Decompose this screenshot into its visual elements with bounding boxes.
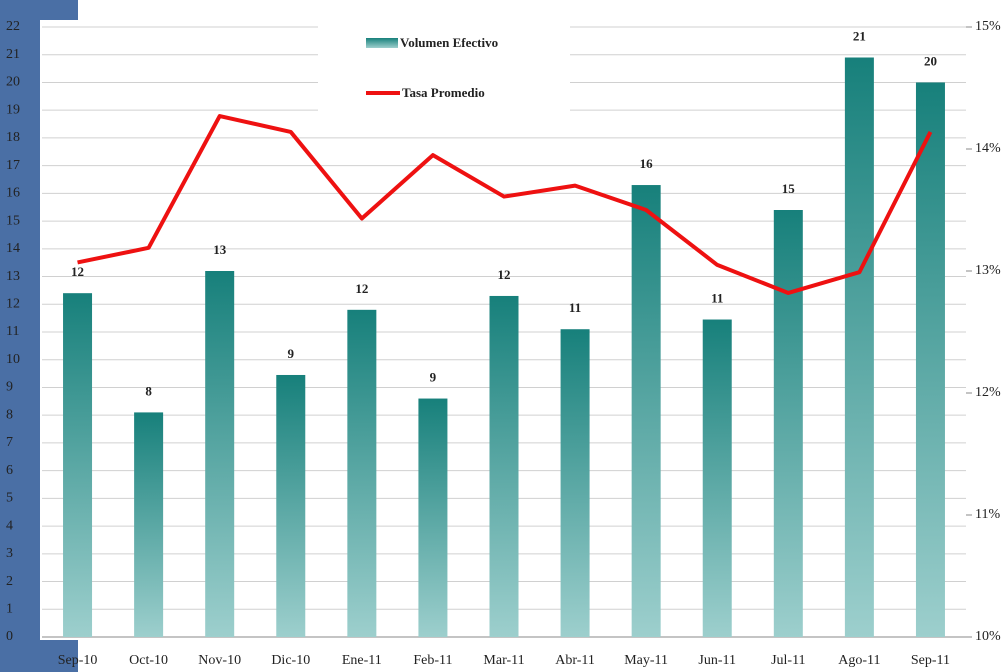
y-tick-label: 3 (6, 546, 13, 561)
y-tick-label: 20 (6, 75, 20, 90)
line (77, 114, 933, 295)
y-tick-label: 14 (6, 241, 20, 256)
y-tick-label: 16 (6, 186, 20, 201)
bar (63, 293, 93, 637)
y-tick-label: 13 (6, 269, 20, 284)
x-tick-label: Dic-10 (271, 653, 310, 668)
bar (844, 57, 874, 637)
value-label: 11 (711, 291, 723, 306)
y-tick-label: 12 (6, 296, 20, 311)
y-tick-label: 8 (6, 407, 13, 422)
value-label: 20 (924, 53, 937, 68)
bar (702, 319, 732, 637)
y2-tick-label: 10% (975, 629, 1001, 644)
x-tick-label: Ago-11 (838, 653, 880, 668)
x-tick-label: Feb-11 (413, 653, 452, 668)
value-label: 16 (640, 156, 654, 171)
y-tick-label: 0 (6, 629, 13, 644)
x-tick-label: Abr-11 (555, 653, 595, 668)
x-tick-label: Sep-10 (58, 653, 98, 668)
x-tick-label: Sep-11 (911, 653, 950, 668)
x-tick-label: Jul-11 (771, 653, 805, 668)
y-tick-label: 7 (6, 435, 13, 450)
y2-tick-label: 15% (975, 19, 1001, 34)
y-tick-label: 18 (6, 130, 20, 145)
y2-tick-label: 12% (975, 385, 1001, 400)
y-tick-label: 10 (6, 352, 20, 367)
value-label: 11 (569, 300, 581, 315)
y-tick-label: 6 (6, 463, 13, 478)
y-tick-label: 22 (6, 19, 20, 34)
y2-tick-label: 11% (975, 507, 1000, 522)
value-label: 12 (71, 264, 84, 279)
legend-label: Volumen Efectivo (400, 35, 498, 50)
side-band-top (0, 0, 78, 20)
bar (631, 185, 661, 637)
legend-box (318, 18, 570, 122)
value-label: 12 (498, 267, 511, 282)
x-tick-label: May-11 (624, 653, 668, 668)
value-label: 15 (782, 181, 796, 196)
x-tick-label: Nov-10 (198, 653, 241, 668)
y-tick-label: 4 (6, 518, 13, 533)
y-tick-label: 19 (6, 102, 20, 117)
value-label: 9 (288, 346, 295, 361)
y-tick-label: 2 (6, 574, 13, 589)
y-tick-label: 15 (6, 213, 20, 228)
bar (347, 309, 377, 637)
y-tick-label: 9 (6, 380, 13, 395)
value-label: 12 (355, 281, 368, 296)
y2-tick-label: 14% (975, 141, 1001, 156)
x-tick-label: Oct-10 (129, 653, 168, 668)
bar (489, 295, 519, 637)
side-band (0, 0, 40, 672)
bar (915, 82, 945, 638)
y-tick-label: 1 (6, 601, 13, 616)
y-tick-label: 5 (6, 491, 13, 506)
value-label: 13 (213, 242, 227, 257)
y2-tick-label: 13% (975, 263, 1001, 278)
side-band-bottom (0, 640, 78, 672)
bar (134, 412, 164, 637)
legend-label: Tasa Promedio (402, 85, 485, 100)
value-label: 9 (430, 370, 437, 385)
bar (276, 374, 306, 637)
y-tick-label: 11 (6, 324, 19, 339)
bar (773, 210, 803, 637)
x-tick-label: Jun-11 (698, 653, 736, 668)
bar (205, 271, 235, 637)
bar (418, 398, 448, 637)
x-tick-label: Mar-11 (483, 653, 524, 668)
value-label: 8 (145, 383, 152, 398)
y-tick-label: 21 (6, 47, 20, 62)
y-tick-label: 17 (6, 158, 20, 173)
bar (560, 329, 590, 637)
legend-swatch (366, 38, 398, 48)
x-tick-label: Ene-11 (342, 653, 382, 668)
value-label: 21 (853, 28, 866, 43)
